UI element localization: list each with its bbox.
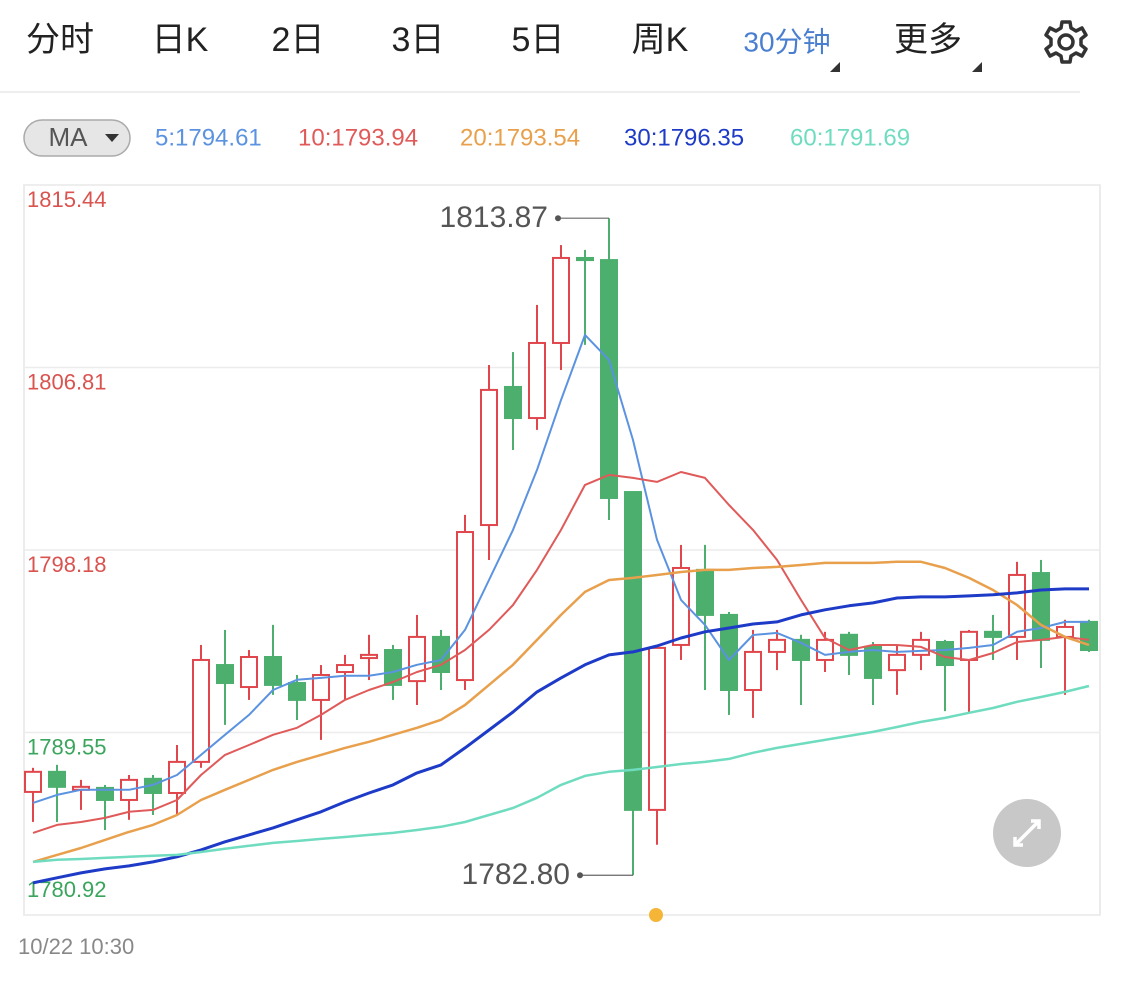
- candle-body: [1080, 620, 1098, 652]
- settings-icon[interactable]: [1044, 20, 1088, 64]
- y-tick-label: 1798.18: [27, 552, 107, 577]
- tab[interactable]: 30分钟: [743, 26, 830, 57]
- expand-button[interactable]: [993, 799, 1061, 867]
- candle-body: [576, 256, 594, 262]
- legend: 5:1794.61 10:1793.94 20:1793.54 30:1796.35 6…: [155, 124, 910, 151]
- candle-body: [696, 568, 714, 616]
- candle-body: [744, 650, 762, 691]
- ma-line: [32, 587, 1089, 885]
- candle-body: [96, 786, 114, 801]
- candle-body: [552, 256, 570, 344]
- plot: 1815.441806.811798.181789.551780.921813.…: [24, 184, 1100, 916]
- expand-icon: [1013, 819, 1041, 847]
- tab[interactable]: 5日: [512, 21, 565, 59]
- candle-body: [264, 656, 282, 686]
- annotation-label: 1782.80: [462, 858, 570, 891]
- ma-line: [32, 333, 1089, 804]
- annotation-dot: [555, 215, 561, 222]
- current-marker: [649, 908, 663, 922]
- tab[interactable]: 3日: [392, 21, 445, 59]
- candle-body: [384, 649, 402, 686]
- tab[interactable]: 更多: [894, 21, 962, 59]
- legend-entry: 10:1793.94: [298, 124, 418, 151]
- ma-line: [32, 684, 1090, 864]
- y-tick-label: 1789.55: [27, 734, 107, 759]
- candle-body: [288, 682, 306, 701]
- candle-body: [528, 341, 546, 420]
- candle-body: [312, 673, 330, 701]
- tab-bar: 分时 日K 2日 3日 5日 周K 30分钟 更多: [26, 21, 962, 59]
- y-tick-label: 1815.44: [27, 187, 107, 212]
- ma-line: [32, 471, 1090, 834]
- start-time: 10/22 10:30: [18, 934, 134, 959]
- candle-body: [936, 640, 954, 667]
- gear: [1044, 20, 1088, 64]
- tab[interactable]: 2日: [272, 21, 325, 59]
- candle-body: [216, 664, 234, 685]
- candle-body: [984, 630, 1002, 638]
- button-bg: [23, 119, 131, 157]
- candle-body: [24, 770, 42, 793]
- candle-body: [864, 645, 882, 679]
- gear-hole: [1057, 33, 1075, 51]
- button-label: MA: [49, 122, 89, 152]
- ma-button[interactable]: MA: [23, 119, 131, 157]
- candle-body: [240, 656, 258, 689]
- legend-entry: 5:1794.61: [155, 124, 262, 151]
- y-tick-label: 1806.81: [27, 369, 107, 394]
- candle-body: [456, 531, 474, 682]
- candle-body: [600, 259, 618, 499]
- legend-entry: 30:1796.35: [624, 124, 744, 151]
- candle-body: [960, 630, 978, 661]
- dropdown-corner: [830, 62, 840, 72]
- ma-line: [32, 560, 1090, 864]
- candle-body: [192, 658, 210, 763]
- legend-entry: 20:1793.54: [460, 124, 580, 151]
- tab[interactable]: 周K: [632, 21, 689, 59]
- candle-body: [360, 653, 378, 660]
- annotation-label: 1813.87: [440, 201, 548, 234]
- tab[interactable]: 分时: [26, 21, 94, 59]
- candle-body: [480, 388, 498, 527]
- candle-body: [816, 638, 834, 661]
- legend-entry: 60:1791.69: [790, 124, 910, 151]
- candle-body: [336, 664, 354, 674]
- candle-body: [504, 385, 522, 420]
- candle-body: [48, 770, 66, 788]
- candle-body: [768, 638, 786, 653]
- dropdown-arrow: [105, 134, 119, 142]
- dropdown-corner: [972, 62, 982, 72]
- candle-body: [888, 653, 906, 672]
- annotation-dot: [577, 872, 583, 879]
- tab[interactable]: 日K: [152, 21, 209, 59]
- candle-body: [648, 646, 666, 811]
